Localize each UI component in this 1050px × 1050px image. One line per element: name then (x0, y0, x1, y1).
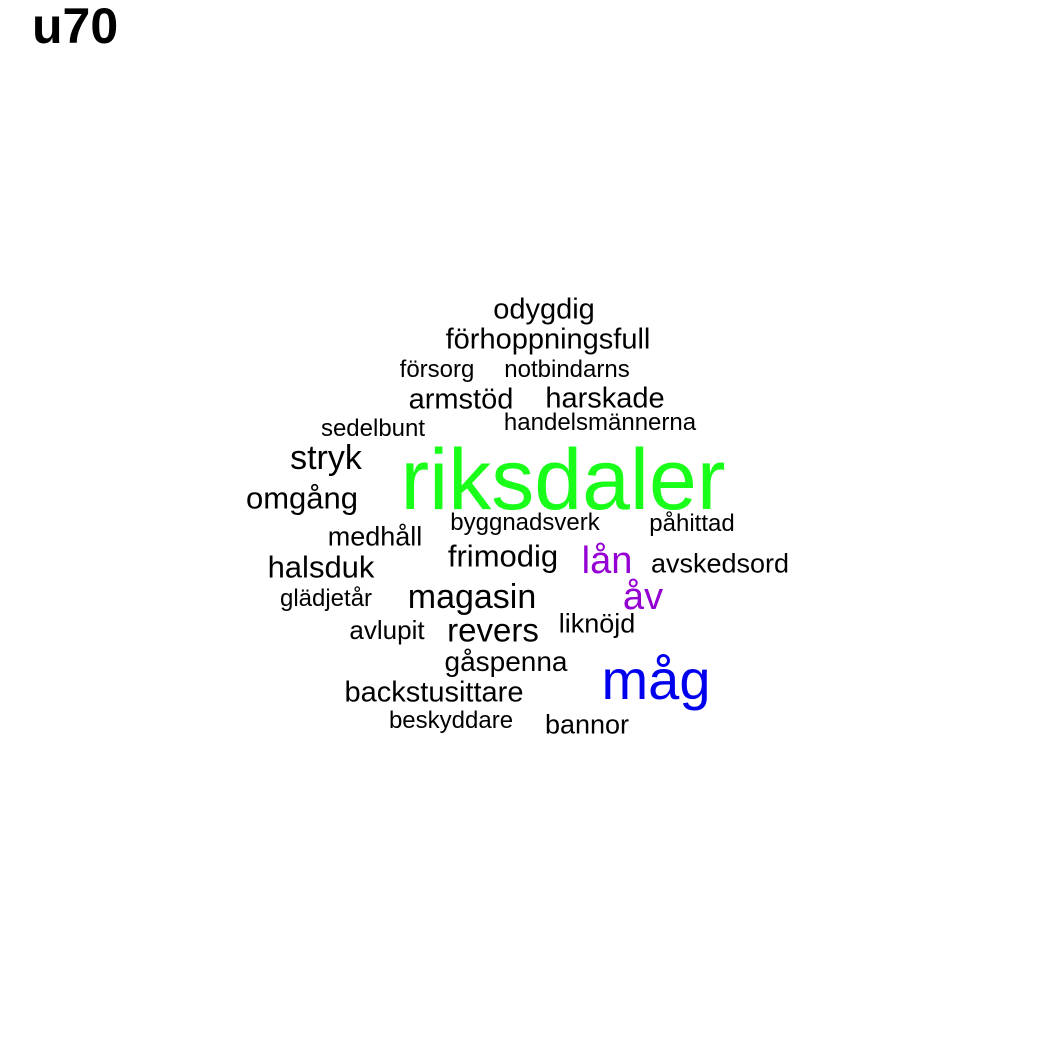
word-backstusittare: backstusittare (344, 676, 524, 709)
word-forsorg: försorg (399, 356, 475, 383)
word-riksdaler: riksdaler (400, 432, 726, 528)
word-omgang: omgång (245, 480, 359, 516)
word-handelsmannerna: handelsmännerna (503, 409, 697, 436)
word-revers: revers (447, 611, 539, 649)
word-harskade: harskade (545, 382, 665, 415)
word-pahittad: påhittad (649, 510, 735, 537)
word-avskedsord: avskedsord (650, 548, 790, 579)
word-gaspenna: gåspenna (444, 646, 568, 677)
word-forhoppningsfull: förhoppningsfull (445, 323, 651, 356)
word-byggnadsverk: byggnadsverk (450, 509, 600, 536)
word-gladjetar: glädjetår (279, 585, 373, 612)
word-liknojd: liknöjd (558, 608, 636, 639)
word-av: åv (622, 576, 664, 618)
page-title: u70 (32, 0, 119, 54)
word-lan: lån (581, 540, 633, 582)
word-magasin: magasin (407, 578, 537, 616)
word-avlupit: avlupit (349, 615, 425, 645)
word-frimodig: frimodig (447, 538, 559, 574)
word-halsduk: halsduk (267, 549, 375, 585)
word-medhall: medhåll (327, 521, 423, 552)
word-stryk: stryk (290, 439, 362, 477)
word-beskyddare: beskyddare (388, 707, 514, 734)
word-armstod: armstöd (408, 383, 514, 416)
word-mag: måg (601, 648, 711, 711)
word-notbindarns: notbindarns (504, 356, 630, 383)
word-bannor: bannor (544, 709, 630, 740)
word-sedelbunt: sedelbunt (320, 415, 426, 442)
word-odygdig: odygdig (493, 293, 595, 326)
